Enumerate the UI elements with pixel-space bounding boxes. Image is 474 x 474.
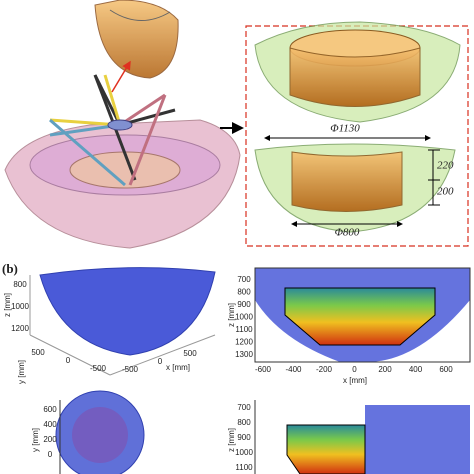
y-tick-label: 1100 xyxy=(235,325,253,334)
y-tick-label: 1000 xyxy=(235,448,253,457)
x-tick-label: 0 xyxy=(158,357,163,366)
axis-label: y [mm] xyxy=(17,360,26,384)
dimension-label: 220 xyxy=(437,160,454,172)
axis-label: z [mm] xyxy=(227,303,236,327)
dimension-label: Φ1130 xyxy=(330,123,360,135)
axis-label: x [mm] xyxy=(343,376,367,385)
dimension-label: Φ800 xyxy=(335,227,360,239)
axis-label: z [mm] xyxy=(227,428,236,452)
y-tick-label: 1000 xyxy=(235,313,253,322)
y-tick-label: 800 xyxy=(237,288,251,297)
x-tick-label: -400 xyxy=(285,365,302,374)
x-tick-label: 200 xyxy=(378,365,392,374)
y-tick-label: 700 xyxy=(237,275,251,284)
x-tick-label: 400 xyxy=(409,365,423,374)
y-tick-label: 1100 xyxy=(235,463,253,472)
y-tick-label: 1300 xyxy=(235,350,253,359)
axis-label: x [mm] xyxy=(166,363,190,372)
panel-label: (b) xyxy=(2,261,18,276)
y-tick-label: 800 xyxy=(237,418,251,427)
y-tick-label: 900 xyxy=(237,300,251,309)
x-tick-label: -600 xyxy=(255,365,272,374)
y-tick-label: 700 xyxy=(237,403,251,412)
x-tick-label: 500 xyxy=(183,349,197,358)
y-tick-label: 400 xyxy=(43,420,57,429)
z-tick-label: 1000 xyxy=(11,302,29,311)
illustration xyxy=(4,0,244,249)
x-tick-label: -500 xyxy=(122,365,139,374)
y-tick-label: 600 xyxy=(43,405,57,414)
y-tick-label: -500 xyxy=(90,364,107,373)
z-tick-label: 800 xyxy=(13,280,27,289)
y-tick-label: 1200 xyxy=(235,338,253,347)
axis-label: y [mm] xyxy=(31,428,40,452)
y-tick-label: 900 xyxy=(237,433,251,442)
y-tick-label: 200 xyxy=(43,435,57,444)
y-tick-label: 0 xyxy=(66,356,71,365)
dimension-label: 200 xyxy=(437,186,454,198)
axis-label: z [mm] xyxy=(3,293,12,317)
plot-shapes xyxy=(29,267,471,474)
dimension-box: Φ1130 220 200 Φ800 xyxy=(245,21,469,247)
y-tick-label: 0 xyxy=(48,450,53,459)
z-tick-label: 1200 xyxy=(11,324,29,333)
x-tick-label: 600 xyxy=(439,365,453,374)
y-tick-label: 500 xyxy=(31,348,45,357)
x-tick-label: 0 xyxy=(352,365,357,374)
x-tick-label: -200 xyxy=(316,365,333,374)
